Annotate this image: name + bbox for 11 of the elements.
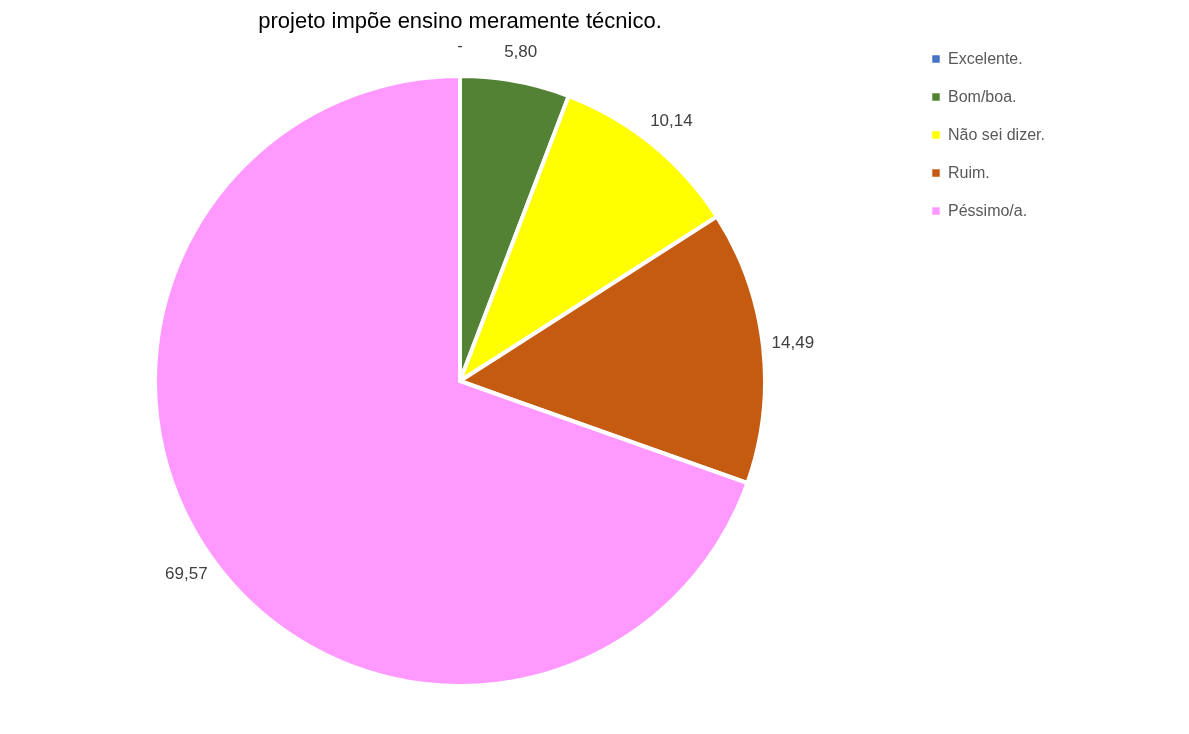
data-label: 10,14 bbox=[650, 111, 693, 131]
data-label: 69,57 bbox=[165, 564, 208, 584]
legend-label: Ruim. bbox=[948, 164, 990, 181]
chart-title: projeto impõe ensino meramente técnico. bbox=[258, 8, 662, 33]
data-label: 5,80 bbox=[504, 41, 538, 61]
legend-label: Excelente. bbox=[948, 50, 1023, 67]
text: - bbox=[457, 36, 463, 55]
data-label: 14,49 bbox=[771, 332, 815, 352]
legend-label: Bom/boa. bbox=[948, 88, 1017, 105]
legend-label: Não sei dizer. bbox=[948, 126, 1045, 143]
legend-label: Péssimo/a. bbox=[948, 202, 1028, 219]
